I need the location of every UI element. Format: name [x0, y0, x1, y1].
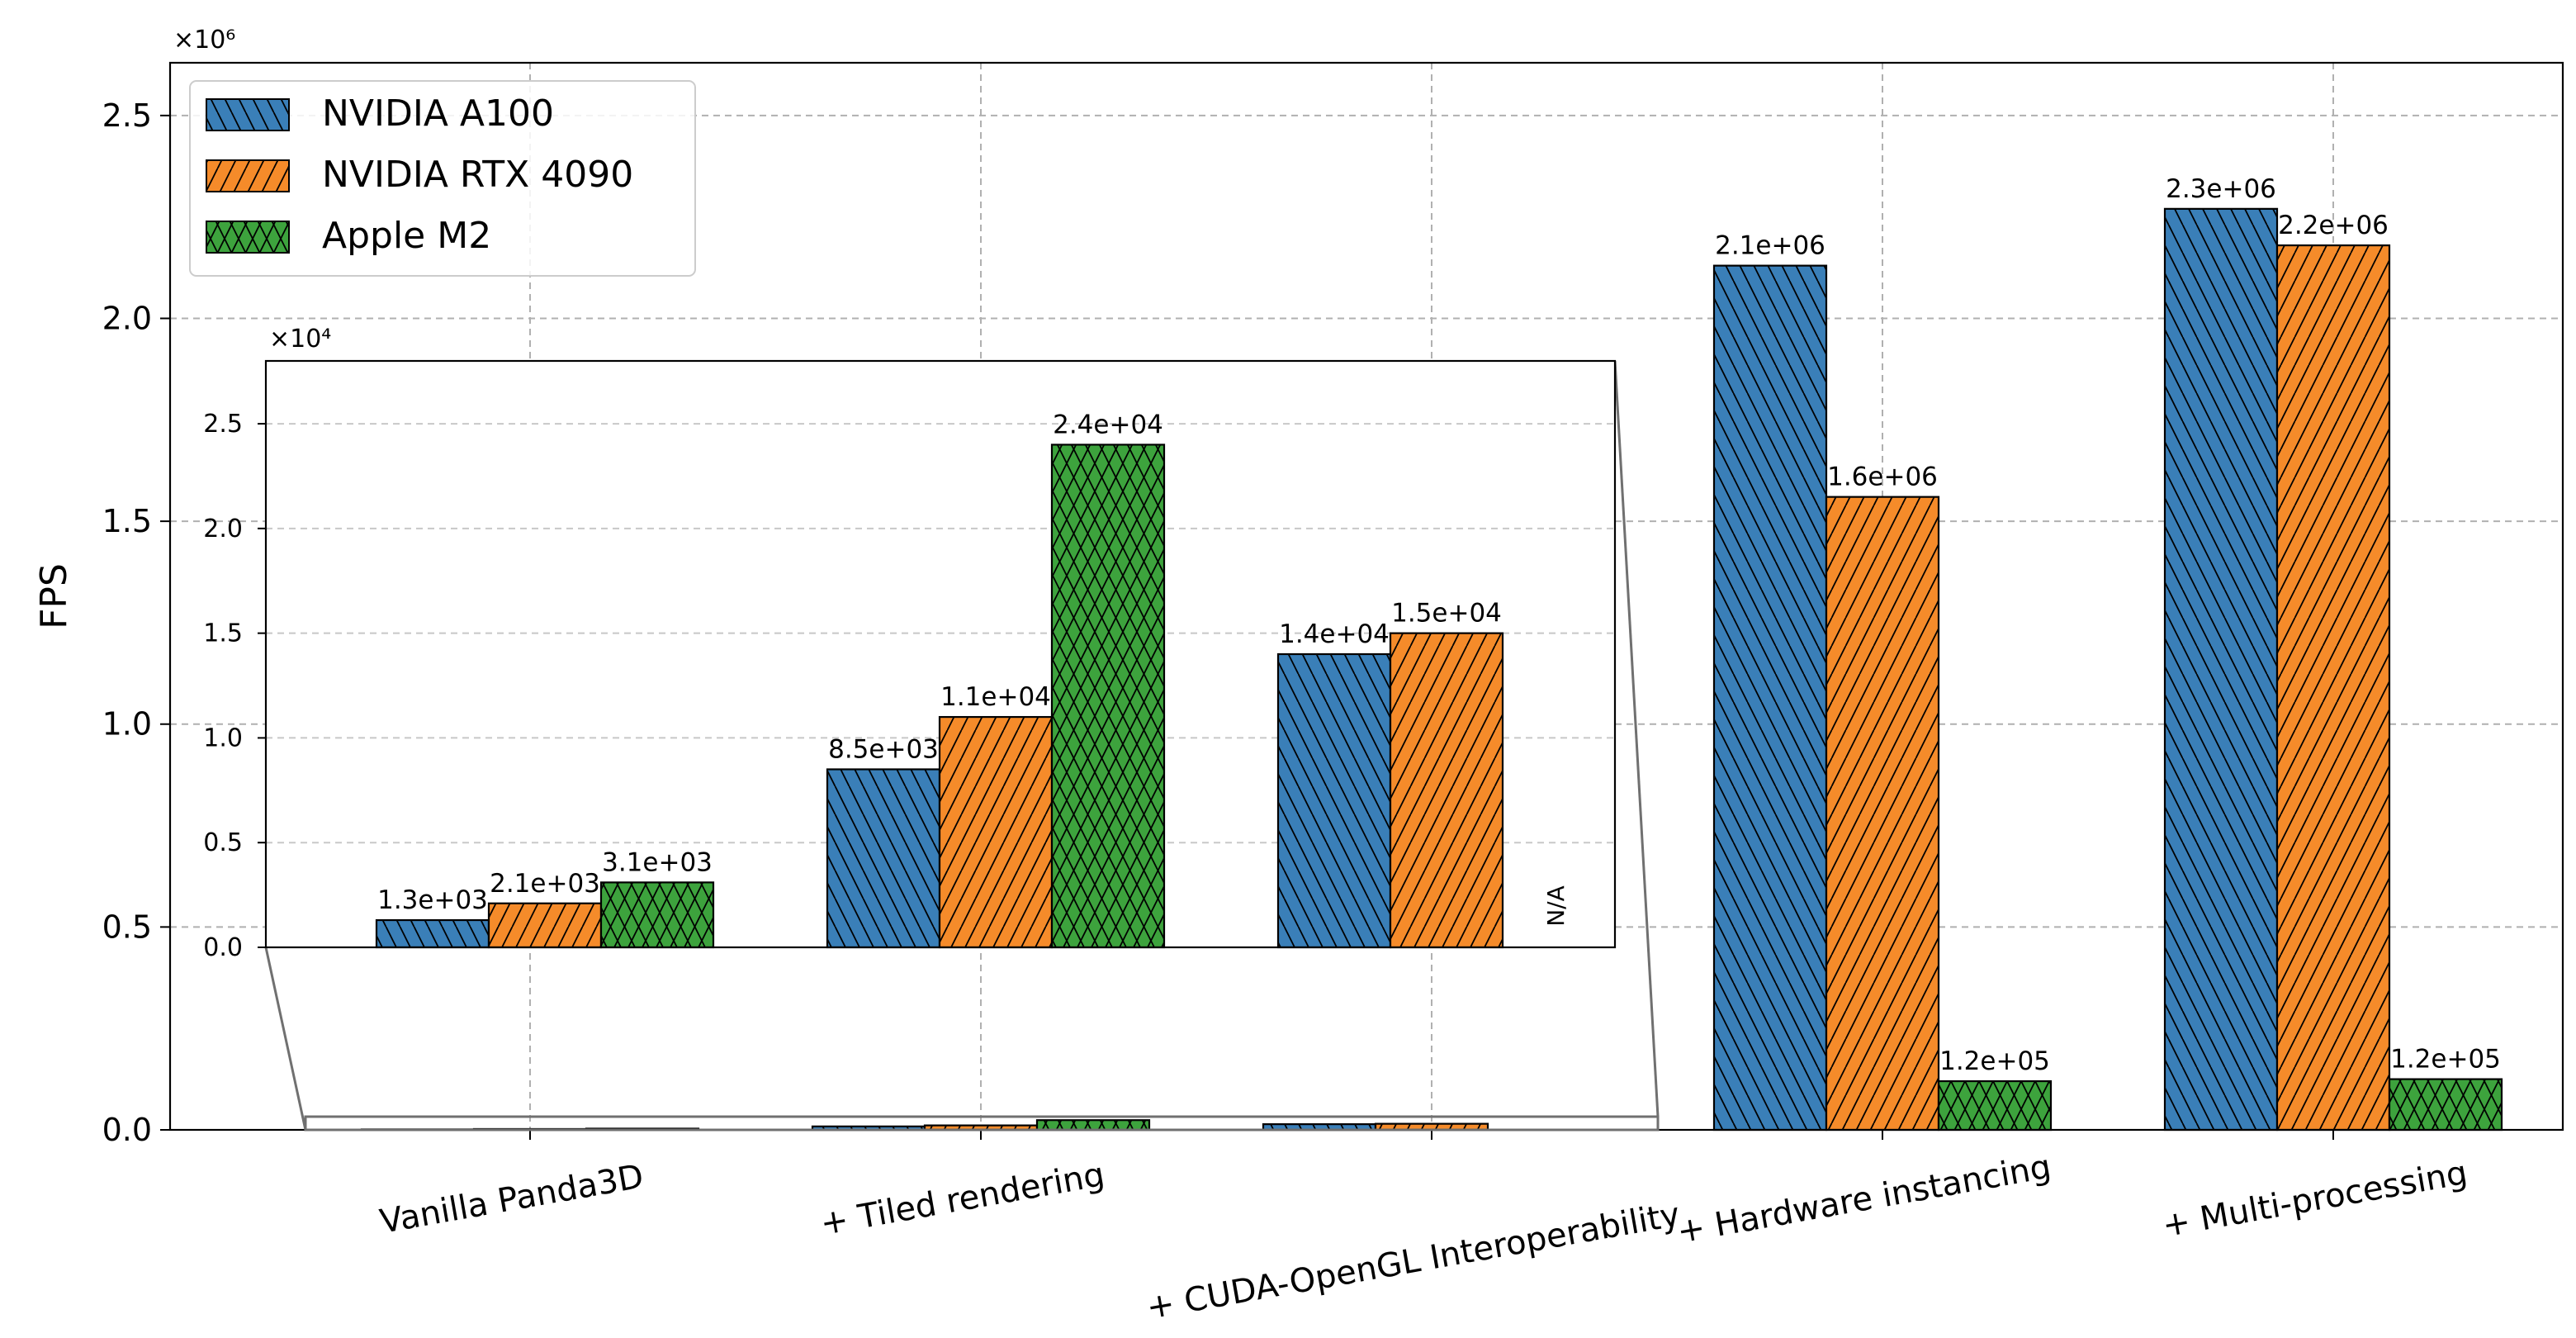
inset-y-multiplier: ×10⁴: [269, 325, 331, 353]
main-y-multiplier: ×10⁶: [173, 26, 235, 55]
inset-bar-label-nvidia-a100-tiled-rendering: 8.5e+03: [828, 734, 939, 764]
inset-y-tick-label: 2.0: [203, 515, 243, 543]
bar-apple-m2-hardware-instancing-hatch: [1937, 1079, 2053, 1132]
x-tick-label: + Hardware instancing: [1674, 1148, 2054, 1251]
legend-label-nvidia-rtx-4090: NVIDIA RTX 4090: [322, 154, 633, 196]
legend-swatch-hatch-nvidia-a100: [206, 98, 290, 131]
inset-na-label-apple-m2: N/A: [1542, 885, 1570, 927]
bar-nvidia-rtx-4090-multi-processing-hatch: [2275, 244, 2391, 1132]
bar-apple-m2-multi-processing-hatch: [2388, 1078, 2503, 1132]
zoom-connector-left: [264, 947, 307, 1131]
bar-nvidia-a100-multi-processing-hatch: [2163, 207, 2279, 1132]
legend-box: [189, 80, 696, 277]
y-tick-label: 2.0: [102, 300, 152, 336]
inset-bar-nvidia-rtx-4090-cuda-opengl-interoperability-hatch: [1389, 632, 1504, 949]
y-axis-label: FPS: [33, 563, 75, 629]
bar-label-nvidia-a100-hardware-instancing: 2.1e+06: [1715, 231, 1825, 261]
inset-bar-nvidia-rtx-4090-tiled-rendering-hatch: [938, 715, 1054, 949]
legend-swatch-hatch-apple-m2: [206, 221, 290, 254]
x-tick-label: + Tiled rendering: [817, 1155, 1107, 1243]
inset-y-tick-label: 0.0: [203, 933, 243, 962]
bar-nvidia-rtx-4090-hardware-instancing-hatch: [1825, 496, 1940, 1132]
inset-y-tick-label: 1.0: [203, 724, 243, 752]
main-bars: [360, 207, 2503, 1132]
bar-label-nvidia-rtx-4090-multi-processing: 2.2e+06: [2278, 211, 2389, 240]
y-tick-label: 1.5: [102, 503, 152, 539]
inset-frame: [264, 359, 1617, 949]
bar-label-apple-m2-multi-processing: 1.2e+05: [2390, 1045, 2501, 1075]
inset-axis-ticks: 0.0 0.5 1.0 1.5 2.0 2.5: [203, 410, 266, 962]
inset-bar-apple-m2-vanilla-panda3d-hatch: [599, 881, 715, 949]
inset-bar-apple-m2-tiled-rendering-hatch: [1050, 444, 1166, 949]
inset-bar-label-nvidia-a100-vanilla-panda3d: 1.3e+03: [377, 885, 488, 915]
inset-y-tick-label: 2.5: [203, 410, 243, 439]
inset-bar-label-nvidia-rtx-4090-tiled-rendering: 1.1e+04: [940, 682, 1051, 712]
legend-label-apple-m2: Apple M2: [322, 215, 491, 257]
legend-swatch-hatch-nvidia-rtx-4090: [206, 159, 290, 192]
x-tick-label: + CUDA-OpenGL Interoperability: [1144, 1196, 1683, 1327]
inset-bar-nvidia-a100-vanilla-panda3d-hatch: [375, 918, 490, 949]
bar-label-nvidia-rtx-4090-hardware-instancing: 1.6e+06: [1827, 463, 1938, 492]
inset-bar-label-nvidia-a100-cuda-opengl-interoperability: 1.4e+04: [1279, 619, 1390, 649]
inset-bar-labels: 1.3e+03 8.5e+03 1.4e+04 2.1e+03 1.1e+04 1.5e+…: [377, 410, 1570, 926]
bar-label-apple-m2-hardware-instancing: 1.2e+05: [1939, 1046, 2050, 1076]
inset-bar-label-apple-m2-tiled-rendering: 2.4e+04: [1053, 410, 1163, 439]
y-tick-label: 1.0: [102, 706, 152, 743]
inset-bars: [375, 444, 1504, 949]
inset-bar-label-apple-m2-vanilla-panda3d: 3.1e+03: [602, 847, 713, 877]
bar-nvidia-a100-hardware-instancing-hatch: [1712, 264, 1828, 1132]
legend-label-nvidia-a100: NVIDIA A100: [322, 93, 554, 135]
zoom-indicator: [264, 360, 1660, 1132]
x-tick-label: + Multi-processing: [2160, 1154, 2470, 1245]
y-tick-label: 2.5: [102, 97, 152, 134]
bar-label-nvidia-a100-multi-processing: 2.3e+06: [2166, 174, 2276, 204]
zoom-connector-right: [1613, 360, 1660, 1117]
y-tick-label: 0.0: [102, 1112, 152, 1148]
inset-chart: 1.3e+03 8.5e+03 1.4e+04 2.1e+03 1.1e+04 1.5e+…: [203, 325, 1617, 962]
y-tick-label: 0.5: [102, 909, 152, 945]
x-tick-label: Vanilla Panda3D: [377, 1158, 646, 1241]
inset-y-tick-label: 0.5: [203, 828, 243, 857]
zoom-region-rect: [304, 1115, 1660, 1132]
inset-bar-label-nvidia-rtx-4090-cuda-opengl-interoperability: 1.5e+04: [1391, 599, 1502, 629]
inset-y-tick-label: 1.5: [203, 619, 243, 648]
bar-apple-m2-tiled-rendering-hatch: [1035, 1119, 1151, 1132]
inset-bar-label-nvidia-rtx-4090-vanilla-panda3d: 2.1e+03: [490, 869, 600, 899]
inset-bar-nvidia-a100-tiled-rendering-hatch: [826, 768, 941, 949]
main-bar-labels: 2.1e+06 2.3e+06 1.6e+06 2.2e+06 1.2e+05 1.2e+…: [1715, 174, 2501, 1076]
inset-bar-nvidia-a100-cuda-opengl-interoperability-hatch: [1276, 652, 1392, 949]
inset-bar-nvidia-rtx-4090-vanilla-panda3d-hatch: [487, 902, 603, 949]
legend: NVIDIA A100 NVIDIA RTX 4090 Apple M2: [189, 80, 696, 277]
